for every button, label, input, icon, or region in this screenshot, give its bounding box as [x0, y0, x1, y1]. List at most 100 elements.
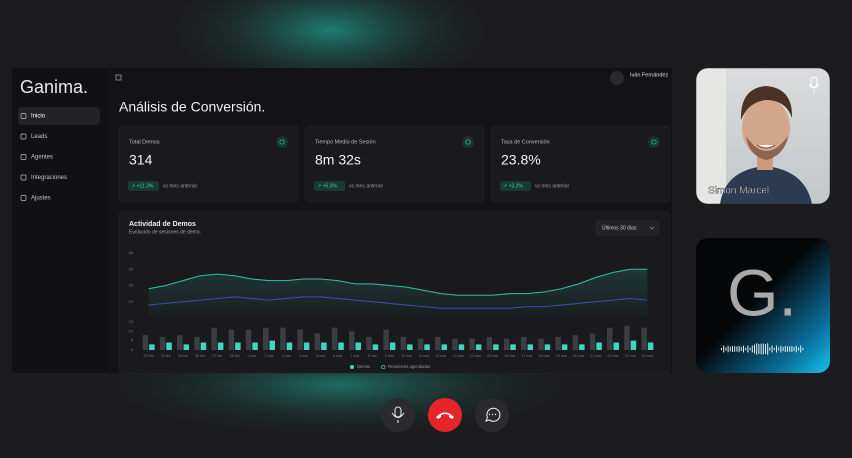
- hangup-button[interactable]: [428, 398, 462, 432]
- y-tick-label: 40: [129, 250, 134, 255]
- wave-bar: [721, 348, 722, 350]
- bar: [269, 340, 275, 350]
- kpi-icon: [462, 136, 474, 148]
- kpi-label: Tasa de Conversión: [501, 139, 550, 145]
- bar: [486, 336, 493, 350]
- kpi-card: [118, 125, 299, 203]
- kpi-value: 8m 32s: [315, 152, 361, 168]
- kpi-note: vs mes anterior: [535, 183, 570, 189]
- nav-item[interactable]: Integraciones: [31, 175, 67, 181]
- beard: [746, 136, 788, 160]
- wave-bar: [784, 345, 786, 353]
- wave-bar: [756, 343, 758, 355]
- nav-item[interactable]: Ajustes: [31, 196, 51, 202]
- wave-bar: [780, 345, 782, 353]
- bar: [458, 344, 465, 350]
- x-tick-label: 25 feb: [178, 354, 188, 358]
- participant-tile: Simon Marcel: [695, 67, 831, 205]
- wave-bar: [771, 345, 773, 353]
- mic-icon: [391, 412, 405, 423]
- bar: [297, 329, 303, 350]
- x-tick-label: 17 mar: [521, 354, 533, 358]
- bar: [579, 344, 585, 350]
- wave-bar: [782, 346, 784, 352]
- bar: [647, 342, 654, 350]
- wave-bar: [751, 345, 753, 353]
- mouth: [756, 144, 776, 149]
- wave-bar: [732, 346, 733, 352]
- kpi-icon: [465, 139, 471, 145]
- x-tick-label: 27 feb: [212, 354, 222, 358]
- bar: [331, 327, 338, 350]
- bar: [503, 338, 510, 350]
- bar: [159, 336, 166, 350]
- x-tick-label: 12 mar: [435, 354, 447, 358]
- nav-icon: [20, 154, 27, 160]
- x-tick-label: 7 mar: [350, 354, 360, 358]
- chat-icon: [485, 407, 501, 422]
- y-tick-label: 20: [129, 283, 134, 288]
- nav-active: [18, 107, 100, 125]
- line-area: [148, 269, 648, 318]
- bar: [321, 342, 327, 350]
- shared-screen: Ganima. Iván Fernández Análisis de Conve…: [12, 68, 672, 374]
- door: [696, 68, 726, 204]
- bar: [280, 327, 286, 350]
- wave-bar: [798, 347, 799, 351]
- chat-icon: [491, 413, 494, 416]
- bar: [245, 329, 252, 350]
- chat-icon: [488, 413, 491, 416]
- nav-item[interactable]: Inicio: [31, 114, 46, 120]
- kpi-icon: [648, 136, 660, 148]
- bar: [383, 329, 389, 350]
- bar: [228, 329, 235, 350]
- kpi-change-bg: [128, 181, 159, 191]
- kpi-change-bg: [500, 181, 531, 191]
- nav-icon: [20, 133, 27, 140]
- legend-label: Demos: [357, 364, 370, 369]
- kpi-card: [490, 125, 671, 203]
- kpi-note: vs mes anterior: [349, 183, 384, 189]
- nav-item[interactable]: Agentes: [31, 155, 53, 161]
- wave-bar: [747, 345, 749, 353]
- bar: [349, 331, 355, 350]
- x-tick-label: 16 mar: [504, 354, 516, 358]
- kpi-note: vs mes anterior: [163, 183, 198, 189]
- bar: [469, 338, 475, 350]
- bar: [338, 342, 344, 350]
- bar: [314, 333, 321, 350]
- x-tick-label: 1 mar: [247, 354, 257, 358]
- y2-tick-label: 10: [129, 328, 134, 333]
- x-tick-label: 6 mar: [333, 354, 343, 358]
- wave-bar: [738, 345, 740, 353]
- sidebar-toggle[interactable]: [115, 74, 122, 81]
- mic-button[interactable]: [381, 398, 415, 432]
- bar: [589, 333, 596, 350]
- chevron: [649, 226, 655, 230]
- bar: [424, 344, 430, 350]
- nav-item[interactable]: Leads: [31, 134, 47, 140]
- face: [742, 98, 790, 158]
- kpi-label: Total Demos: [129, 139, 160, 145]
- x-tick-label: 18 mar: [539, 354, 551, 358]
- x-tick-label: 24 feb: [161, 354, 171, 358]
- range-select[interactable]: [595, 220, 660, 236]
- wave-bar: [727, 345, 729, 353]
- wave-bar: [762, 343, 764, 355]
- bar: [441, 344, 447, 350]
- x-tick-label: 9 mar: [385, 354, 395, 358]
- kpi-card: [304, 125, 485, 203]
- legend-label: Reuniones agendadas: [388, 364, 430, 369]
- x-tick-label: 22 mar: [607, 354, 619, 358]
- bar: [493, 344, 499, 350]
- line-series: [148, 268, 648, 296]
- bar: [211, 327, 217, 350]
- bar: [417, 338, 424, 350]
- bar: [435, 336, 441, 350]
- chat-button[interactable]: [475, 398, 509, 432]
- x-tick-label: 23 mar: [625, 354, 637, 358]
- x-tick-label: 26 feb: [195, 354, 205, 358]
- wave-bar: [745, 347, 747, 351]
- page-title: Análisis de Conversión.: [119, 99, 265, 115]
- avatar[interactable]: [610, 71, 624, 85]
